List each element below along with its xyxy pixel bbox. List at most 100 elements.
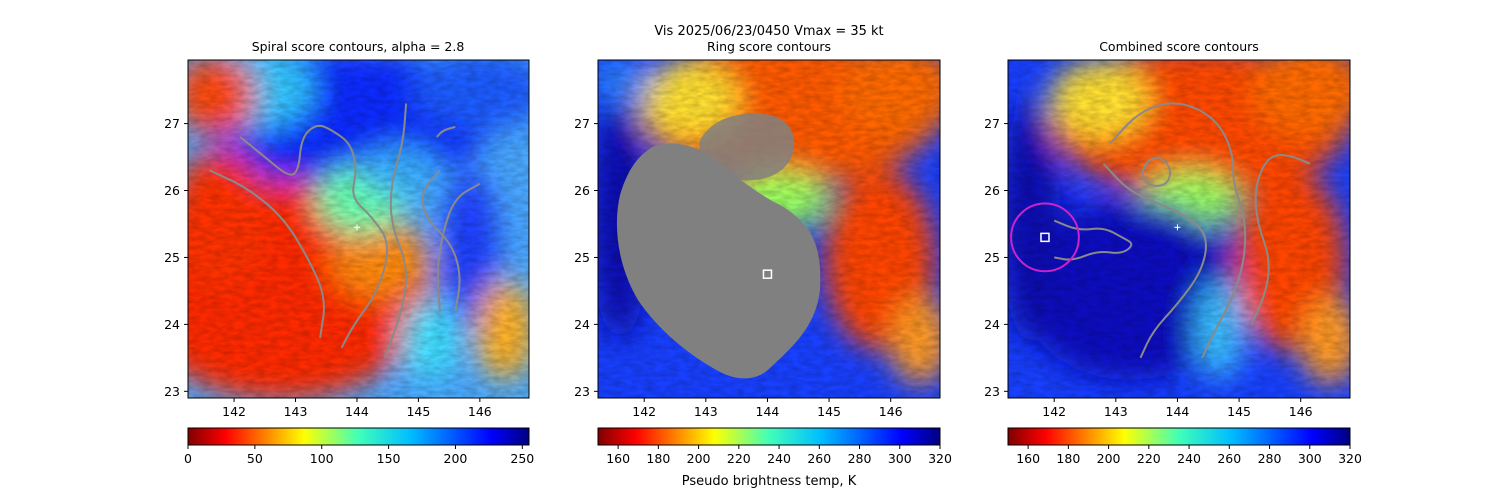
colorbar-ticks: 160 180 200 220 240 260 280 300 320 <box>606 445 952 466</box>
contour-line <box>1250 153 1311 325</box>
colorbar: 160 180 200 220 240 260 280 300 320 <box>597 427 952 466</box>
satellite-image <box>598 60 940 398</box>
satellite-image <box>188 60 529 398</box>
colorbar-tick-label: 50 <box>247 451 263 466</box>
y-tick-label: 24 <box>164 317 180 332</box>
colorbar-tick-label: 240 <box>1177 451 1201 466</box>
satellite-image <box>1008 60 1350 398</box>
colorbar-tick-label: 280 <box>848 451 872 466</box>
contour-line <box>239 124 389 349</box>
colorbar-tick-label: 320 <box>1338 451 1362 466</box>
colorbar-tick-label: 160 <box>606 451 630 466</box>
x-tick-label: 144 <box>345 404 369 419</box>
colorbar-ticks: 0 50 100 150 200 250 <box>184 445 534 466</box>
y-tick-label: 23 <box>984 384 1000 399</box>
panel-ring: Ring score contours 142 143 144 145 146 23 24 2… <box>574 39 952 489</box>
contour-line <box>1108 102 1247 359</box>
colorbar-tick-label: 260 <box>1217 451 1241 466</box>
axes-frame <box>187 59 530 399</box>
ring-score-mask <box>616 143 821 379</box>
colorbar-tick-label: 200 <box>444 451 468 466</box>
panel-spiral: Spiral score contours, alpha = 2.8 <box>164 39 534 466</box>
colorbar-tick-label: 220 <box>1137 451 1161 466</box>
colorbar-tick-label: 260 <box>807 451 831 466</box>
colorbar-tick-label: 180 <box>646 451 670 466</box>
center-square-marker <box>762 269 773 279</box>
panel-title: Combined score contours <box>1099 39 1259 54</box>
colorbar-tick-label: 0 <box>184 451 192 466</box>
y-tick-label: 23 <box>164 384 180 399</box>
contour-line <box>421 169 461 312</box>
center-markers <box>1040 224 1181 243</box>
y-tick-label: 27 <box>164 116 180 131</box>
contour-line <box>436 125 456 138</box>
x-tick-label: 145 <box>817 404 841 419</box>
contour-line <box>1053 219 1133 261</box>
y-tick-label: 24 <box>574 317 590 332</box>
colorbar: 0 50 100 150 200 250 <box>184 427 534 466</box>
x-tick-label: 146 <box>879 404 903 419</box>
y-tick-label: 24 <box>984 317 1000 332</box>
center-square-marker <box>1040 232 1050 243</box>
colorbar-ticks: 160 180 200 220 240 260 280 300 320 <box>1016 445 1362 466</box>
colorbar: 160 180 200 220 240 260 280 300 320 <box>1007 427 1362 466</box>
axes-frame <box>597 59 941 399</box>
x-tick-label: 143 <box>284 404 308 419</box>
axis-ticks: 142 143 144 145 146 23 24 25 26 27 <box>164 116 492 419</box>
axis-ticks: 142 143 144 145 146 23 24 25 26 27 <box>574 116 903 419</box>
contour-line <box>1102 163 1207 359</box>
x-tick-label: 143 <box>1104 404 1128 419</box>
contour-line <box>1141 156 1172 187</box>
x-tick-label: 144 <box>1166 404 1190 419</box>
x-tick-label: 146 <box>1289 404 1313 419</box>
y-tick-label: 27 <box>574 116 590 131</box>
y-tick-label: 26 <box>164 183 180 198</box>
colorbar-label: Pseudo brightness temp, K <box>682 474 857 489</box>
colorbar-tick-label: 300 <box>1298 451 1322 466</box>
x-tick-label: 145 <box>1227 404 1251 419</box>
center-ring <box>1010 202 1080 273</box>
center-markers <box>353 224 360 231</box>
combined-contours <box>1053 102 1311 359</box>
colorbar-tick-label: 240 <box>767 451 791 466</box>
panel-title: Spiral score contours, alpha = 2.8 <box>252 39 465 54</box>
y-tick-label: 26 <box>574 183 590 198</box>
axes-frame <box>1007 59 1351 399</box>
y-tick-label: 25 <box>164 250 180 265</box>
center-plus-marker <box>353 224 360 231</box>
center-markers <box>762 269 773 279</box>
x-tick-label: 145 <box>406 404 430 419</box>
x-tick-label: 142 <box>632 404 656 419</box>
contour-line <box>383 103 408 359</box>
colorbar-tick-label: 100 <box>310 451 334 466</box>
x-tick-label: 144 <box>756 404 780 419</box>
y-tick-label: 23 <box>574 384 590 399</box>
x-tick-label: 142 <box>222 404 246 419</box>
colorbar-tick-label: 320 <box>928 451 952 466</box>
colorbar-tick-label: 250 <box>510 451 534 466</box>
ring-score-mask-upper <box>699 113 795 181</box>
colorbar-tick-label: 280 <box>1258 451 1282 466</box>
center-circle <box>1010 202 1080 273</box>
axis-ticks: 142 143 144 145 146 23 24 25 26 27 <box>984 116 1313 419</box>
y-tick-label: 26 <box>984 183 1000 198</box>
y-tick-label: 25 <box>574 250 590 265</box>
x-tick-label: 146 <box>468 404 492 419</box>
spiral-contours <box>209 103 481 359</box>
x-tick-label: 142 <box>1042 404 1066 419</box>
contour-line <box>209 169 325 338</box>
colorbar-tick-label: 200 <box>687 451 711 466</box>
colorbar-tick-label: 160 <box>1016 451 1040 466</box>
colorbar-tick-label: 220 <box>727 451 751 466</box>
center-plus-marker <box>1174 224 1181 231</box>
panel-title: Ring score contours <box>707 39 831 54</box>
contour-line <box>436 182 481 312</box>
colorbar-tick-label: 180 <box>1056 451 1080 466</box>
colorbar-tick-label: 300 <box>888 451 912 466</box>
colorbar-tick-label: 150 <box>377 451 401 466</box>
figure-suptitle: Vis 2025/06/23/0450 Vmax = 35 kt <box>654 24 883 39</box>
colorbar-tick-label: 200 <box>1097 451 1121 466</box>
x-tick-label: 143 <box>694 404 718 419</box>
y-tick-label: 25 <box>984 250 1000 265</box>
panel-combined: Combined score contours 142 143 144 145 146 2… <box>984 39 1362 466</box>
